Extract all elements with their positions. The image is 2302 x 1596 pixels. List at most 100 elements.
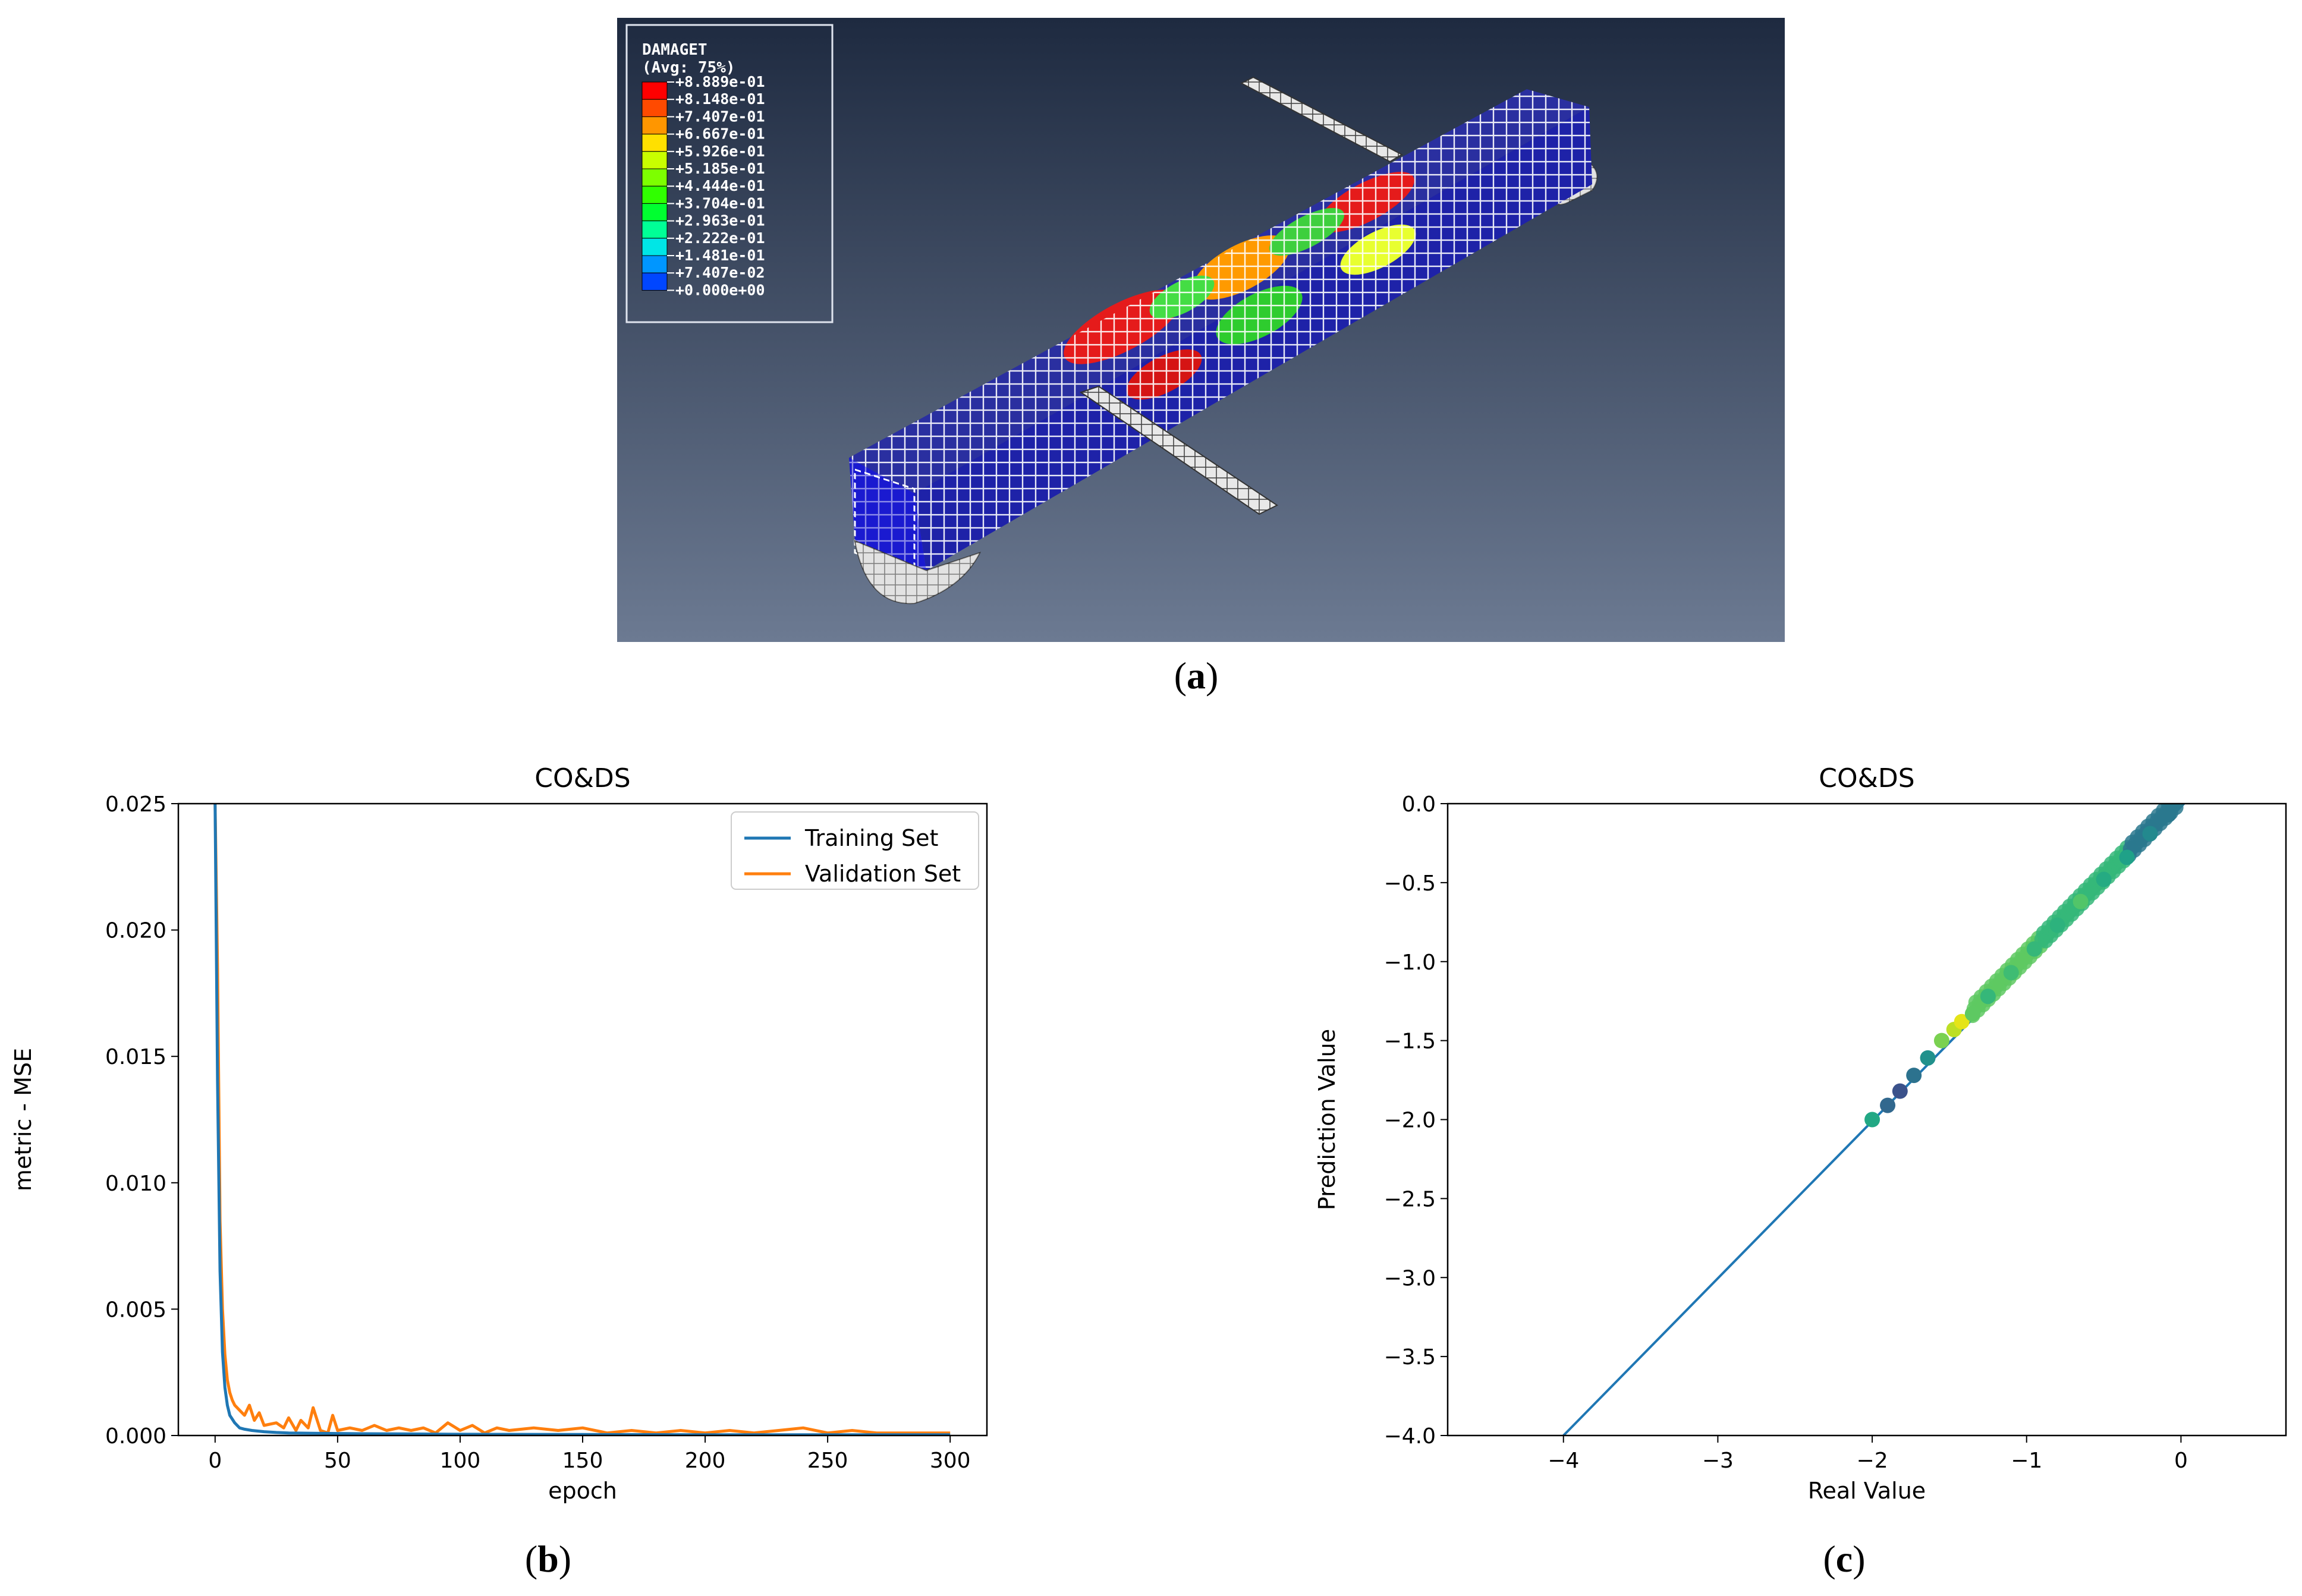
legend-frame [731,811,979,890]
y-tick-label: 0.020 [105,919,166,943]
legend-swatch [641,134,668,152]
legend-swatch [641,116,668,135]
scatter-point [2170,804,2185,809]
chart-legend: Training Set Validation Set [731,811,979,890]
y-axis-label: metric - MSE [10,1048,36,1191]
scatter-point [1864,1112,1880,1128]
scatter-point [2096,871,2112,887]
scatter-point [1892,1083,1908,1099]
y-tick-label: 0.000 [105,1424,166,1449]
legend-swatch [641,221,668,239]
y-tick-label: −2.5 [1384,1187,1436,1211]
scatter-point [2142,826,2158,842]
x-tick-label: 150 [562,1449,603,1473]
y-axis-label: Prediction Value [1314,1029,1340,1210]
scatter-point [1880,1097,1896,1113]
y-tick-label: −3.0 [1384,1266,1436,1290]
y-tick-label: 0.025 [105,792,166,817]
legend-entry: Validation Set [805,861,961,887]
legend-entry: Training Set [804,825,938,851]
scatter-point [2026,941,2042,957]
x-tick-label: −3 [1702,1449,1734,1473]
legend-subtitle: (Avg: 75%) [642,59,735,77]
scatter-point [1920,1050,1936,1066]
legend-label: +3.704e-01 [675,194,765,212]
legend-swatch [641,81,668,100]
x-tick-label: 0 [208,1449,222,1473]
legend-swatch [641,272,668,291]
y-tick-label: −1.0 [1384,950,1436,975]
legend-swatch [641,203,668,222]
y-tick-label: −0.5 [1384,871,1436,896]
legend-label: +8.889e-01 [675,73,765,90]
near-steel-strip [1079,385,1278,515]
scatter-point [2161,807,2177,823]
y-tick-label: 0.015 [105,1045,166,1069]
x-tick-label: 250 [807,1449,848,1473]
caption-b-letter: b [537,1538,559,1580]
legend-label: +7.407e-01 [675,108,765,125]
legend-label: +0.000e+00 [675,281,765,298]
y-tick-label: 0.005 [105,1298,166,1322]
y-tick-label: −3.5 [1384,1345,1436,1370]
caption-a: (a) [1174,654,1219,697]
legend-swatch [641,238,668,256]
legend-label: +7.407e-02 [675,264,765,281]
legend-label: +4.444e-01 [675,177,765,194]
legend-swatch [641,151,668,169]
y-tick-label: −4.0 [1384,1424,1436,1449]
plot-area [1562,786,2187,1436]
x-tick-label: 100 [440,1449,481,1473]
legend-swatch [641,185,668,204]
caption-b: (b) [524,1538,572,1580]
chart-c: CO&DS −4 −3 −2 −1 0 −4.0 −3.5 −3.0 −2.5 −2.0 −1.5 −1… [1314,763,2287,1504]
series-line-training-set [213,804,951,1436]
scatter-point [1964,1006,1980,1022]
scatter-point [1933,1032,1949,1049]
legend-title: DAMAGET [642,41,707,59]
legend-label: +5.926e-01 [675,143,765,160]
plot-frame [1446,802,2287,1437]
scatter-point [2003,965,2019,981]
x-axis-label: Real Value [1808,1478,1926,1504]
y-tick-label: −2.0 [1384,1109,1436,1133]
y-tick-label: 0.010 [105,1172,166,1196]
caption-c-letter: c [1835,1538,1853,1580]
x-tick-label: −4 [1548,1449,1579,1473]
y-tick-label: −1.5 [1384,1030,1436,1054]
x-axis-label: epoch [548,1478,617,1504]
x-tick-label: 0 [2174,1449,2188,1473]
scatter-point [2172,786,2187,802]
legend-label: +5.185e-01 [675,160,765,177]
far-steel-strip [1240,76,1404,163]
x-tick-label: 200 [685,1449,726,1473]
x-tick-label: −1 [2011,1449,2042,1473]
left-support [854,540,981,605]
caption-c: (c) [1823,1538,1866,1580]
caption-a-letter: a [1187,654,1206,697]
chart-b: CO&DS 0 50 100 150 200 250 300 0.000 0.005 0.010 0.… [10,763,988,1504]
chart-title: CO&DS [534,763,630,794]
legend-label: +2.222e-01 [675,229,765,247]
series-line-validation-set [213,804,951,1435]
scatter-point [2073,893,2089,909]
legend-label: +2.963e-01 [675,212,765,229]
plot-frame [177,802,988,1437]
fem-render: DAMAGET (Avg: 75%) +8.889e-01+8.148e-01+… [617,18,1785,642]
scatter-point [1954,1013,1970,1030]
plot-area [213,804,951,1436]
legend-label: +1.481e-01 [675,247,765,264]
scatter-point [2049,917,2065,933]
scatter-point [1906,1068,1922,1084]
legend-label: +8.148e-01 [675,90,765,108]
damage-legend: DAMAGET (Avg: 75%) +8.889e-01+8.148e-01+… [625,24,834,323]
x-tick-label: −2 [1857,1449,1888,1473]
legend-label: +6.667e-01 [675,125,765,143]
scatter-point [1980,989,1996,1005]
beam [849,89,1592,574]
x-tick-label: 50 [324,1449,351,1473]
scatter-point [2119,849,2135,865]
x-tick-label: 300 [930,1449,971,1473]
chart-title: CO&DS [1819,763,1914,794]
